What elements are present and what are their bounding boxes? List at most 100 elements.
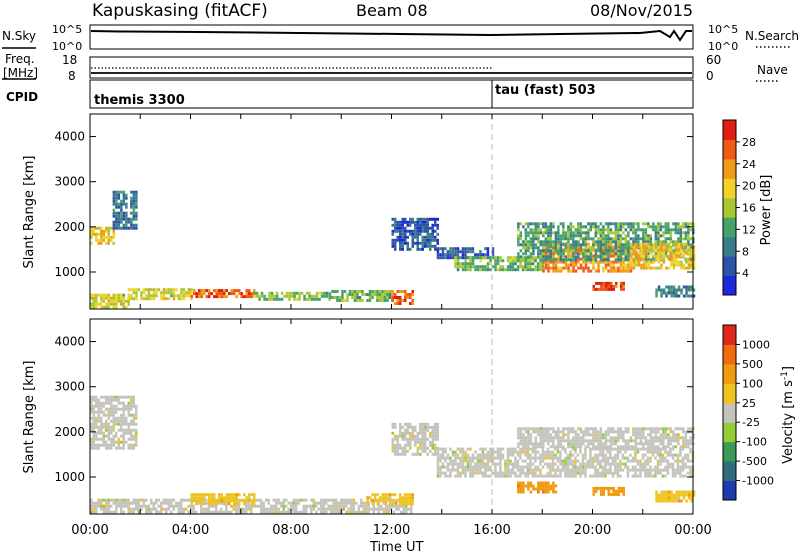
data-cell xyxy=(616,447,620,451)
data-cell xyxy=(348,293,352,296)
data-cell xyxy=(220,289,223,293)
data-cell xyxy=(287,510,290,514)
data-cell xyxy=(362,507,365,511)
data-cell xyxy=(592,222,595,226)
data-cell xyxy=(112,202,116,206)
data-cell xyxy=(484,253,487,257)
data-cell xyxy=(527,433,530,437)
data-cell xyxy=(684,231,688,235)
data-cell xyxy=(632,231,635,235)
data-cell xyxy=(640,245,643,249)
data-cell xyxy=(247,501,250,505)
data-cell xyxy=(657,445,660,449)
data-cell xyxy=(619,433,623,437)
data-cell xyxy=(115,395,118,399)
data-cell xyxy=(604,453,607,457)
data-cell xyxy=(685,260,688,264)
data-cell xyxy=(120,214,123,218)
data-cell xyxy=(392,504,395,508)
data-cell xyxy=(411,493,414,497)
data-cell xyxy=(120,299,123,303)
data-cell xyxy=(614,258,618,262)
data-cell xyxy=(524,243,528,247)
data-cell xyxy=(102,413,105,417)
data-cell xyxy=(233,502,236,506)
x-tick-label: 00:00 xyxy=(674,523,711,538)
data-cell xyxy=(671,456,675,460)
data-cell xyxy=(190,507,193,511)
data-cell xyxy=(122,443,125,447)
data-cell xyxy=(436,425,439,429)
data-cell xyxy=(604,260,608,264)
data-cell xyxy=(406,431,409,435)
colorbar-tick-label: -100 xyxy=(742,436,767,449)
data-cell xyxy=(662,254,666,258)
data-cell xyxy=(669,430,673,434)
data-cell xyxy=(499,265,502,269)
data-cell xyxy=(260,510,263,514)
data-cell xyxy=(391,299,394,302)
data-cell xyxy=(112,305,115,309)
data-cell xyxy=(634,453,637,457)
data-cell xyxy=(664,252,668,256)
data-cell xyxy=(471,474,475,478)
data-cell xyxy=(554,266,558,270)
data-cell xyxy=(95,302,98,306)
data-cell xyxy=(127,407,130,411)
data-cell xyxy=(649,433,653,437)
data-cell xyxy=(122,504,125,508)
data-cell xyxy=(566,453,570,457)
data-cell xyxy=(444,465,447,469)
data-cell xyxy=(556,459,560,463)
data-cell xyxy=(635,251,638,255)
data-cell xyxy=(137,510,140,514)
data-cell xyxy=(469,465,472,469)
data-cell xyxy=(235,493,238,497)
data-cell xyxy=(559,258,563,262)
data-cell xyxy=(190,499,193,503)
data-cell xyxy=(619,465,622,469)
data-cell xyxy=(225,499,228,503)
data-cell xyxy=(315,501,318,505)
data-cell xyxy=(267,498,270,502)
data-cell xyxy=(511,468,515,472)
data-cell xyxy=(617,228,620,232)
data-cell xyxy=(140,504,143,508)
data-cell xyxy=(100,235,103,239)
data-cell xyxy=(655,242,658,246)
data-cell xyxy=(627,442,630,446)
data-cell xyxy=(674,225,678,229)
data-cell xyxy=(115,305,118,309)
data-cell xyxy=(647,252,650,256)
data-cell xyxy=(627,222,630,226)
data-cell xyxy=(584,231,588,235)
data-cell xyxy=(552,490,555,494)
data-cell xyxy=(414,443,417,447)
data-cell xyxy=(612,222,615,226)
data-cell xyxy=(542,252,545,256)
data-cell xyxy=(680,493,683,497)
data-cell xyxy=(559,445,563,449)
data-cell xyxy=(647,237,650,241)
data-cell xyxy=(416,446,419,450)
data-cell xyxy=(107,232,110,236)
data-cell xyxy=(140,294,143,298)
data-cell xyxy=(537,445,540,449)
data-cell xyxy=(604,474,607,478)
data-cell xyxy=(233,496,236,500)
data-cell xyxy=(546,474,550,478)
data-cell xyxy=(340,501,343,505)
data-cell xyxy=(579,468,582,472)
data-cell xyxy=(210,504,213,508)
data-cell xyxy=(682,490,686,494)
data-cell xyxy=(544,243,548,247)
data-cell xyxy=(559,234,563,238)
data-cell xyxy=(605,486,608,490)
data-cell xyxy=(544,251,548,255)
data-cell xyxy=(645,263,648,267)
data-cell xyxy=(609,266,613,270)
data-cell xyxy=(596,468,600,472)
data-cell xyxy=(649,243,653,247)
data-cell xyxy=(292,507,295,511)
colorbar-tick-label: 28 xyxy=(742,136,756,149)
